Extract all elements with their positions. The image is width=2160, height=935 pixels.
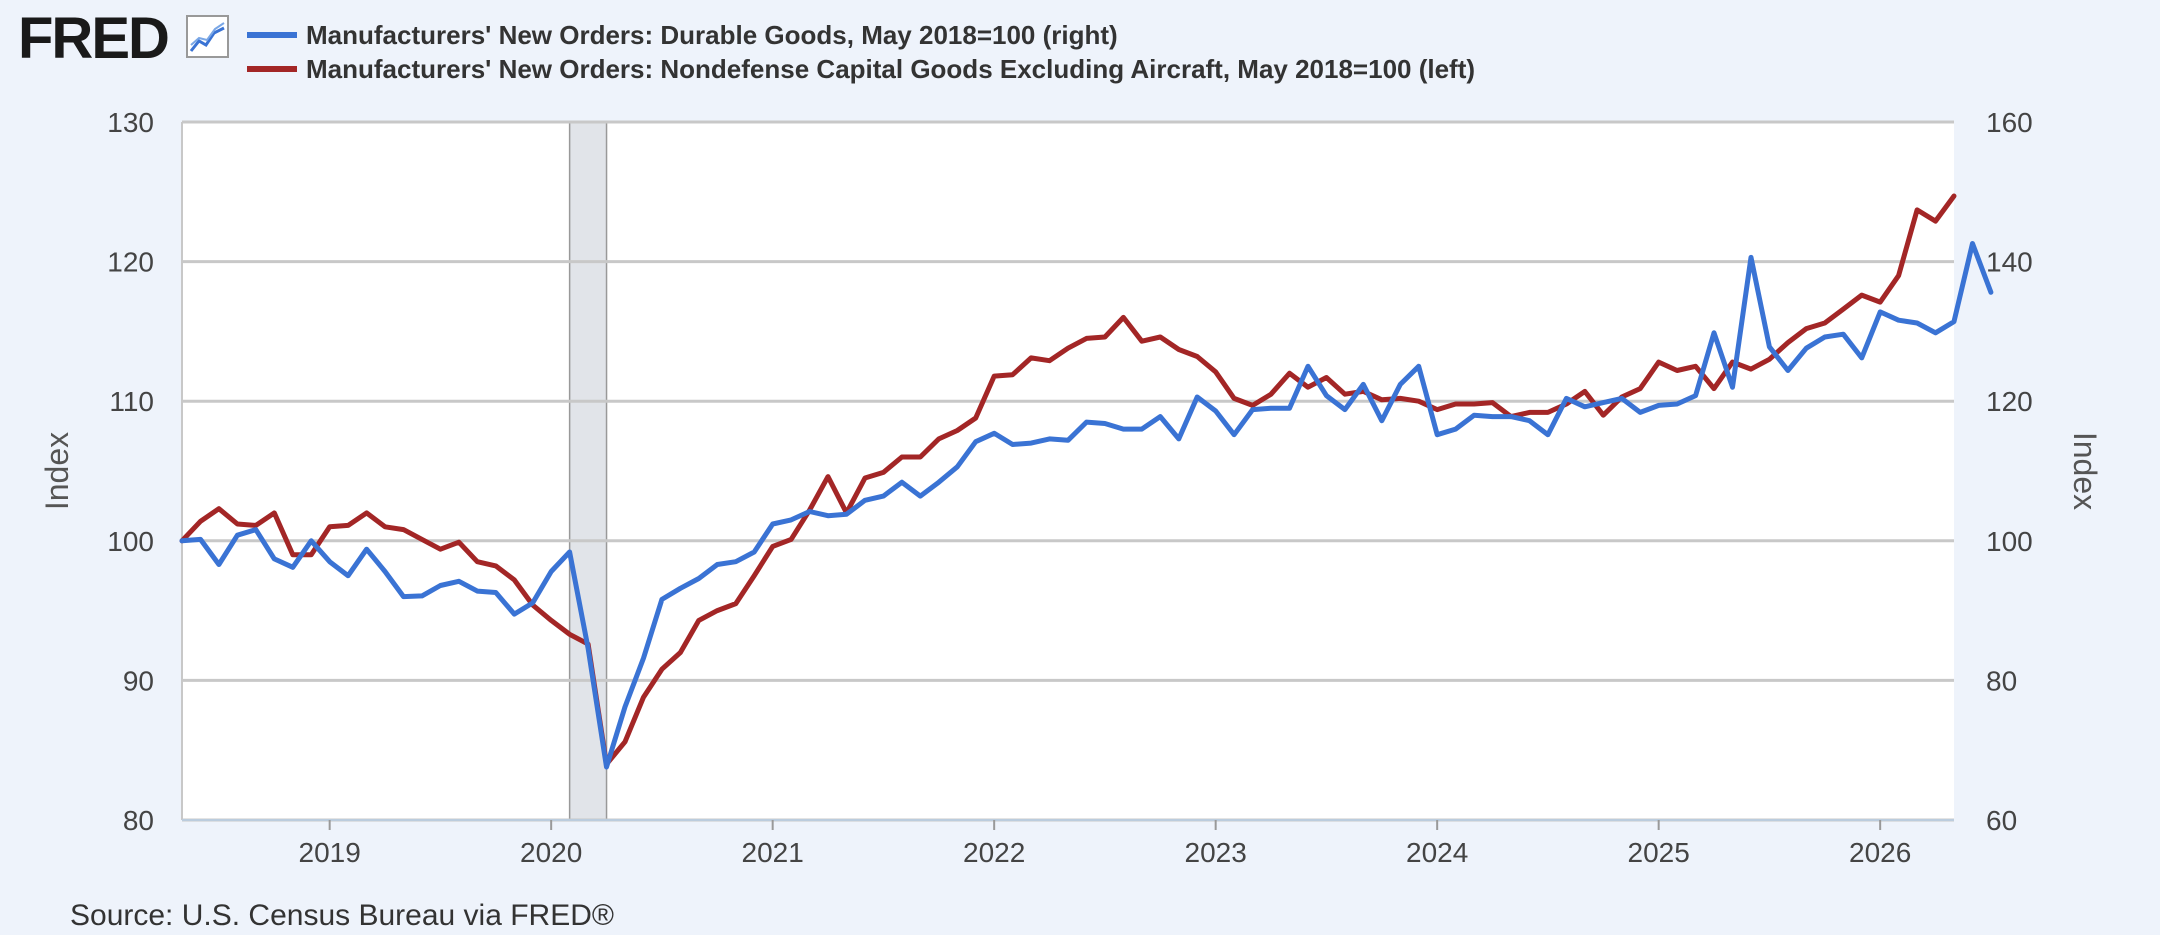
y-axis-right: 60 80 100 120 140 160 <box>1986 107 2033 836</box>
source-note: Source: U.S. Census Bureau via FRED® <box>70 899 614 932</box>
x-tick-label: 2020 <box>520 837 582 868</box>
y-tick-left-label: 90 <box>123 665 154 696</box>
y-tick-right-label: 160 <box>1986 107 2033 138</box>
y-tick-right-label: 60 <box>1986 805 2017 836</box>
recession-band <box>568 121 608 821</box>
x-tick-label: 2021 <box>742 837 804 868</box>
y-tick-left-label: 110 <box>109 386 154 417</box>
y-tick-left-label: 130 <box>107 107 154 138</box>
y-axis-left: 80 90 100 110 120 130 <box>107 107 154 836</box>
x-tick-label: 2023 <box>1185 837 1247 868</box>
grid-layer <box>181 120 1954 822</box>
x-tick-label: 2024 <box>1406 837 1468 868</box>
legend: Manufacturers' New Orders: Durable Goods… <box>247 20 1475 84</box>
recession-layer <box>568 121 608 821</box>
y-tick-right-label: 100 <box>1986 526 2033 557</box>
series-line-durable-goods <box>179 241 1994 770</box>
legend-item-capital-goods[interactable]: Manufacturers' New Orders: Nondefense Ca… <box>247 54 1475 84</box>
y-tick-left-label: 100 <box>107 526 154 557</box>
y-tick-right-label: 120 <box>1986 386 2033 417</box>
x-axis: 2019 2020 2021 2022 2023 2024 2025 2026 <box>299 820 1911 868</box>
logo-text: FRED <box>18 6 168 71</box>
y-axis-left-title: Index <box>39 432 75 510</box>
series-layer <box>179 193 1994 770</box>
fred-logo[interactable]: FRED <box>18 6 229 71</box>
y-tick-left-label: 80 <box>123 805 154 836</box>
x-tick-label: 2025 <box>1628 837 1690 868</box>
x-tick-label: 2019 <box>299 837 361 868</box>
y-axis-right-title: Index <box>2067 432 2103 510</box>
legend-label-capital-goods: Manufacturers' New Orders: Nondefense Ca… <box>306 54 1475 84</box>
legend-item-durable-goods[interactable]: Manufacturers' New Orders: Durable Goods… <box>247 20 1118 50</box>
plot-area <box>182 122 1954 820</box>
y-tick-left-label: 120 <box>107 247 154 278</box>
legend-label-durable-goods: Manufacturers' New Orders: Durable Goods… <box>306 20 1118 50</box>
series-line-capital-goods <box>179 193 1957 767</box>
x-tick-label: 2026 <box>1849 837 1911 868</box>
x-tick-label: 2022 <box>963 837 1025 868</box>
line-chart-icon <box>186 15 229 58</box>
y-tick-right-label: 80 <box>1986 665 2017 696</box>
y-tick-right-label: 140 <box>1986 247 2033 278</box>
